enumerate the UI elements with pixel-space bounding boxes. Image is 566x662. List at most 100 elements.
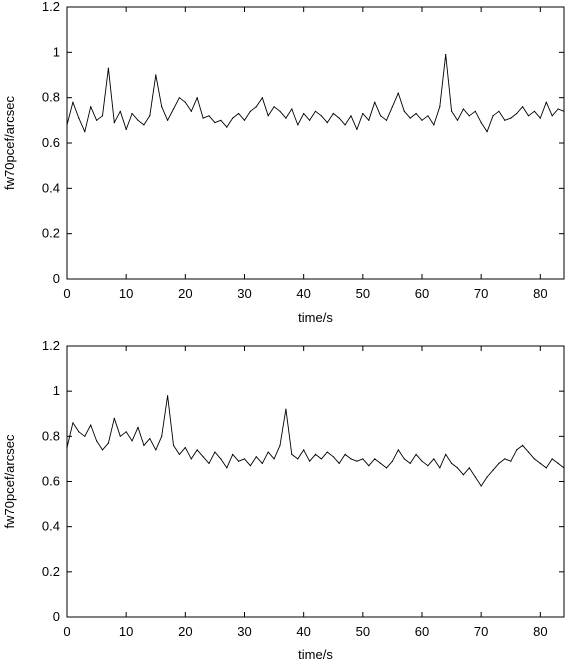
data-point bbox=[492, 469, 494, 471]
y-tick-label: 1 bbox=[53, 383, 60, 398]
data-point bbox=[125, 128, 127, 130]
data-point bbox=[516, 449, 518, 451]
data-point bbox=[338, 462, 340, 464]
y-tick-label: 0.6 bbox=[42, 474, 60, 489]
data-point bbox=[374, 101, 376, 103]
data-point bbox=[119, 435, 121, 437]
data-point bbox=[119, 110, 121, 112]
data-point bbox=[255, 106, 257, 108]
chart-bottom: 0 0.2 0.4 0.6 0.8 1 1.2 0 10 20 30 40 50 60 70 80 time/s… bbox=[2, 338, 565, 662]
data-point bbox=[397, 92, 399, 94]
data-point bbox=[368, 465, 370, 467]
data-point bbox=[155, 74, 157, 76]
data-point bbox=[314, 110, 317, 112]
data-point bbox=[551, 458, 553, 460]
y-tick-label: 1.2 bbox=[42, 338, 60, 353]
data-point bbox=[297, 458, 299, 460]
data-point bbox=[273, 458, 275, 460]
data-point bbox=[172, 444, 175, 446]
data-point bbox=[196, 449, 198, 451]
data-point bbox=[66, 447, 68, 449]
data-point bbox=[96, 119, 98, 121]
data-point bbox=[456, 119, 459, 121]
data-point bbox=[415, 453, 417, 455]
data-point bbox=[486, 131, 488, 133]
data-point bbox=[214, 451, 216, 453]
y-tick-label: 0 bbox=[53, 609, 60, 624]
data-point bbox=[178, 453, 180, 455]
plot-frame bbox=[66, 345, 565, 618]
data-point bbox=[433, 458, 435, 460]
data-point bbox=[196, 97, 198, 99]
data-point bbox=[190, 458, 192, 460]
y-tick-label: 0.4 bbox=[42, 519, 60, 534]
data-point bbox=[350, 115, 352, 117]
data-point bbox=[285, 408, 287, 410]
data-point bbox=[137, 426, 139, 428]
data-point bbox=[249, 110, 251, 112]
data-point bbox=[504, 119, 506, 121]
plot-frame bbox=[66, 6, 565, 280]
x-tick-label: 0 bbox=[63, 624, 70, 639]
data-point bbox=[303, 449, 305, 451]
y-tick-label: 1.2 bbox=[42, 0, 60, 14]
data-point bbox=[255, 456, 257, 458]
data-point bbox=[202, 117, 204, 119]
data-point bbox=[445, 54, 447, 56]
x-tick-label: 10 bbox=[119, 624, 133, 639]
data-point bbox=[113, 417, 115, 419]
data-point bbox=[385, 467, 388, 469]
data-point bbox=[261, 97, 263, 99]
data-point bbox=[309, 460, 311, 462]
y-tick-label: 0.6 bbox=[42, 135, 60, 150]
data-point bbox=[72, 422, 74, 424]
data-point bbox=[551, 115, 553, 117]
data-point bbox=[208, 462, 210, 464]
data-point bbox=[427, 115, 429, 117]
data-point bbox=[409, 117, 411, 119]
data-point bbox=[131, 112, 133, 115]
data-point bbox=[172, 108, 175, 110]
data-point bbox=[320, 458, 322, 460]
data-point bbox=[374, 458, 376, 460]
data-point bbox=[391, 460, 393, 462]
data-point bbox=[480, 485, 482, 487]
data-point bbox=[356, 128, 358, 130]
data-point bbox=[409, 462, 411, 464]
data-point bbox=[557, 108, 559, 110]
data-point bbox=[522, 106, 524, 108]
y-tick-label: 0.8 bbox=[42, 428, 60, 443]
data-point bbox=[143, 124, 145, 126]
data-point bbox=[226, 126, 228, 128]
data-point bbox=[314, 453, 317, 455]
y-tick-label: 0.2 bbox=[42, 226, 60, 241]
data-point bbox=[557, 462, 559, 464]
data-point bbox=[107, 67, 109, 69]
data-point bbox=[504, 458, 506, 460]
x-tick-label: 10 bbox=[119, 286, 133, 301]
data-point bbox=[184, 447, 186, 449]
data-point bbox=[480, 122, 482, 124]
data-point bbox=[498, 110, 500, 112]
data-point bbox=[344, 453, 346, 455]
data-point bbox=[468, 467, 470, 469]
data-point bbox=[167, 395, 169, 397]
data-point bbox=[96, 440, 98, 442]
x-tick-label: 70 bbox=[474, 286, 488, 301]
data-point bbox=[291, 108, 293, 110]
data-point bbox=[84, 435, 86, 437]
data-point bbox=[427, 465, 429, 467]
data-point bbox=[238, 112, 240, 115]
data-point bbox=[243, 458, 246, 460]
data-point bbox=[291, 453, 293, 455]
data-point bbox=[486, 476, 488, 478]
data-point bbox=[433, 124, 435, 126]
data-point bbox=[403, 458, 405, 460]
data-point bbox=[113, 122, 115, 124]
data-point bbox=[149, 115, 151, 117]
data-point bbox=[279, 110, 281, 112]
data-point bbox=[72, 101, 74, 103]
data-point bbox=[338, 117, 340, 119]
data-point bbox=[155, 449, 157, 451]
